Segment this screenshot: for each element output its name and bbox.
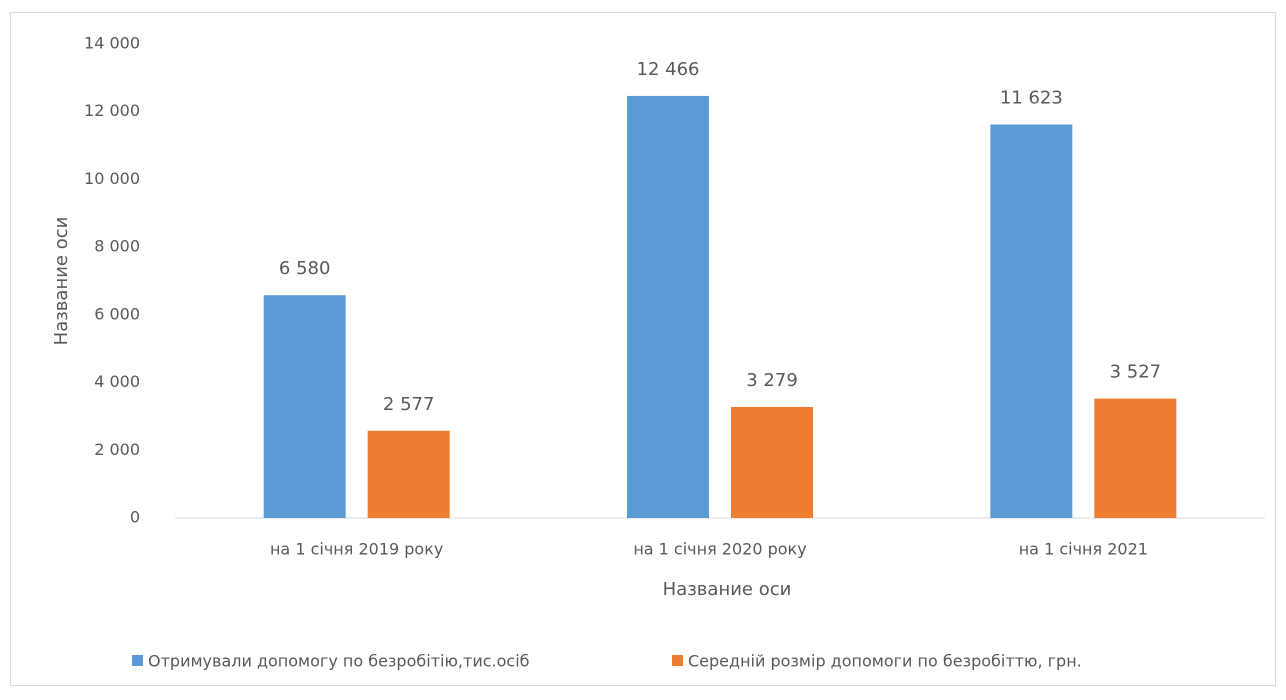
bar <box>263 295 346 518</box>
x-axis-title: Название оси <box>663 579 792 600</box>
data-label: 3 279 <box>746 370 798 391</box>
x-tick-label: на 1 січня 2021 <box>1019 540 1148 559</box>
legend-swatch <box>672 655 683 666</box>
x-tick-label: на 1 січня 2019 року <box>270 540 443 559</box>
y-tick-label: 12 000 <box>84 101 140 120</box>
y-tick-label: 0 <box>130 508 140 527</box>
y-tick-label: 14 000 <box>84 34 140 53</box>
y-tick-label: 4 000 <box>94 372 140 391</box>
legend-swatch <box>132 655 143 666</box>
bar <box>627 95 709 518</box>
bar <box>1094 398 1177 518</box>
legend-label: Середній розмір допомоги по безробіттю, … <box>688 652 1082 671</box>
y-axis-title: Название оси <box>51 217 72 346</box>
legend-label: Отримували допомогу по безробітію,тис.ос… <box>148 652 530 671</box>
y-tick-label: 2 000 <box>94 440 140 459</box>
bar <box>731 406 813 518</box>
data-label: 6 580 <box>279 258 331 279</box>
y-tick-label: 6 000 <box>94 304 140 323</box>
data-label: 3 527 <box>1110 362 1162 383</box>
y-tick-label: 10 000 <box>84 169 140 188</box>
data-label: 2 577 <box>383 394 435 415</box>
data-label: 12 466 <box>637 59 700 80</box>
bar <box>990 124 1073 519</box>
data-label: 11 623 <box>1000 87 1063 108</box>
bar <box>367 430 450 518</box>
x-tick-label: на 1 січня 2020 року <box>633 540 806 559</box>
y-tick-label: 8 000 <box>94 237 140 256</box>
